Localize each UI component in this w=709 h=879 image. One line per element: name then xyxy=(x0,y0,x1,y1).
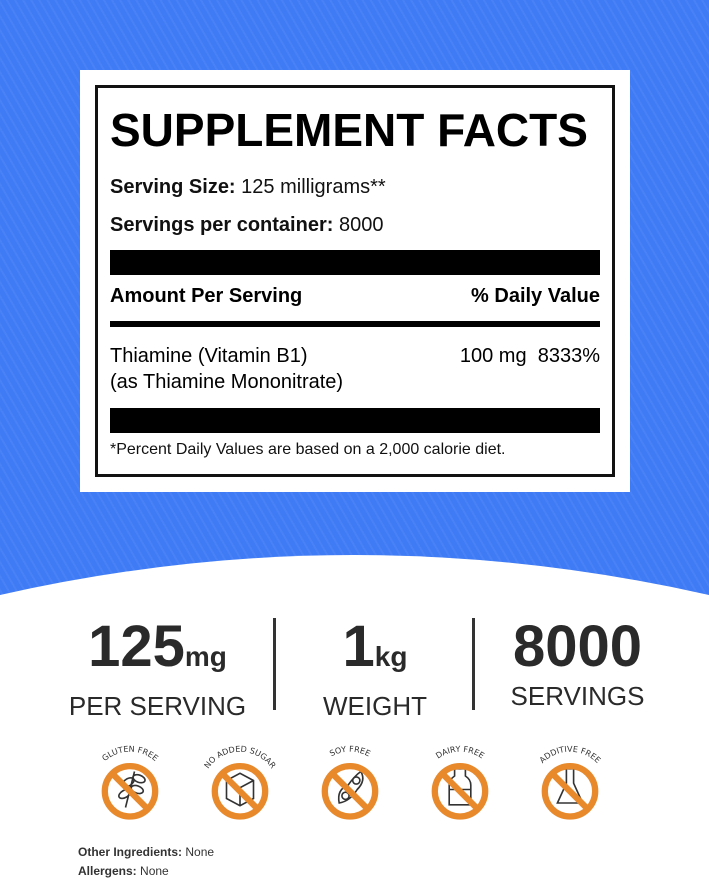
prohibition-circle xyxy=(211,762,269,820)
divider xyxy=(110,321,600,327)
stat-label: WEIGHT xyxy=(323,691,427,721)
ingredient-dv: 8333% xyxy=(537,345,600,367)
stat-unit: kg xyxy=(374,641,408,672)
stat-value: 125 xyxy=(88,614,185,679)
serving-size-value: 125 milligrams** xyxy=(241,176,386,198)
allergens-label: Allergens: xyxy=(78,864,137,878)
thick-divider xyxy=(110,250,600,275)
prohibition-slash xyxy=(329,771,371,812)
prohibition-circle xyxy=(541,762,599,820)
prohibition-slash xyxy=(219,771,261,812)
badge-gluten-free: GLUTEN FREE xyxy=(100,744,161,820)
badge-additive-free: ADDITIVE FREE xyxy=(537,744,603,820)
badge-label: ADDITIVE FREE xyxy=(537,744,603,765)
prohibition-circle xyxy=(321,762,379,820)
serving-size: Serving Size: 125 milligrams** xyxy=(110,176,386,199)
stat-label: PER SERVING xyxy=(68,691,247,721)
stat-weight: 1kg WEIGHT xyxy=(290,615,460,723)
footnote: *Percent Daily Values are based on a 2,0… xyxy=(110,441,506,458)
prohibition-circle xyxy=(431,762,489,820)
badge-label: SOY FREE xyxy=(328,744,372,759)
badge-label: GLUTEN FREE xyxy=(100,744,161,763)
prohibition-slash xyxy=(439,771,481,812)
other-ingredients-value: None xyxy=(185,845,215,859)
prohibition-slash xyxy=(109,771,151,812)
servings-per-container: Servings per container: 8000 xyxy=(110,214,383,237)
ingredient-source: (as Thiamine Mononitrate) xyxy=(110,371,344,393)
supplement-facts-label: SUPPLEMENT FACTS Serving Size: 125 milli… xyxy=(95,85,615,477)
allergens-value: None xyxy=(140,864,169,878)
allergens: Allergens: None xyxy=(78,864,169,878)
ingredient-name: Thiamine (Vitamin B1) xyxy=(110,345,308,367)
badge-dairy-free: DAIRY FREE xyxy=(431,744,489,820)
amount-header: Amount Per Serving xyxy=(110,285,303,307)
stat-servings: 8000 SERVINGS xyxy=(490,615,665,713)
servings-value: 8000 xyxy=(338,214,384,236)
stat-divider xyxy=(273,618,276,710)
dv-header: % Daily Value xyxy=(471,285,600,307)
other-ingredients: Other Ingredients: None xyxy=(78,845,214,859)
thick-divider xyxy=(110,408,600,433)
table-row: Thiamine (Vitamin B1) (as Thiamine Mononi… xyxy=(110,343,600,395)
serving-size-label: Serving Size: xyxy=(110,176,236,198)
prohibition-circle xyxy=(101,762,159,820)
badge-no-added-sugar: NO ADDED SUGAR xyxy=(202,744,278,820)
table-header: Amount Per Serving % Daily Value xyxy=(110,285,600,308)
prohibition-slash xyxy=(549,771,591,812)
ingredient-amount: 100 mg xyxy=(459,345,527,367)
stat-label: SERVINGS xyxy=(510,681,645,711)
stat-serving: 125mg PER SERVING xyxy=(55,615,260,723)
other-ingredients-label: Other Ingredients: xyxy=(78,845,183,859)
stat-value: 8000 xyxy=(512,614,643,679)
supplement-facts-panel: SUPPLEMENT FACTS Serving Size: 125 milli… xyxy=(80,70,630,492)
badge-soy-free: SOY FREE xyxy=(321,744,379,820)
servings-label: Servings per container: xyxy=(110,214,334,236)
stat-unit: mg xyxy=(184,641,227,672)
stat-divider xyxy=(472,618,475,710)
stat-value: 1 xyxy=(342,614,375,679)
badge-label: DAIRY FREE xyxy=(434,744,487,761)
facts-title: SUPPLEMENT FACTS xyxy=(110,104,588,156)
